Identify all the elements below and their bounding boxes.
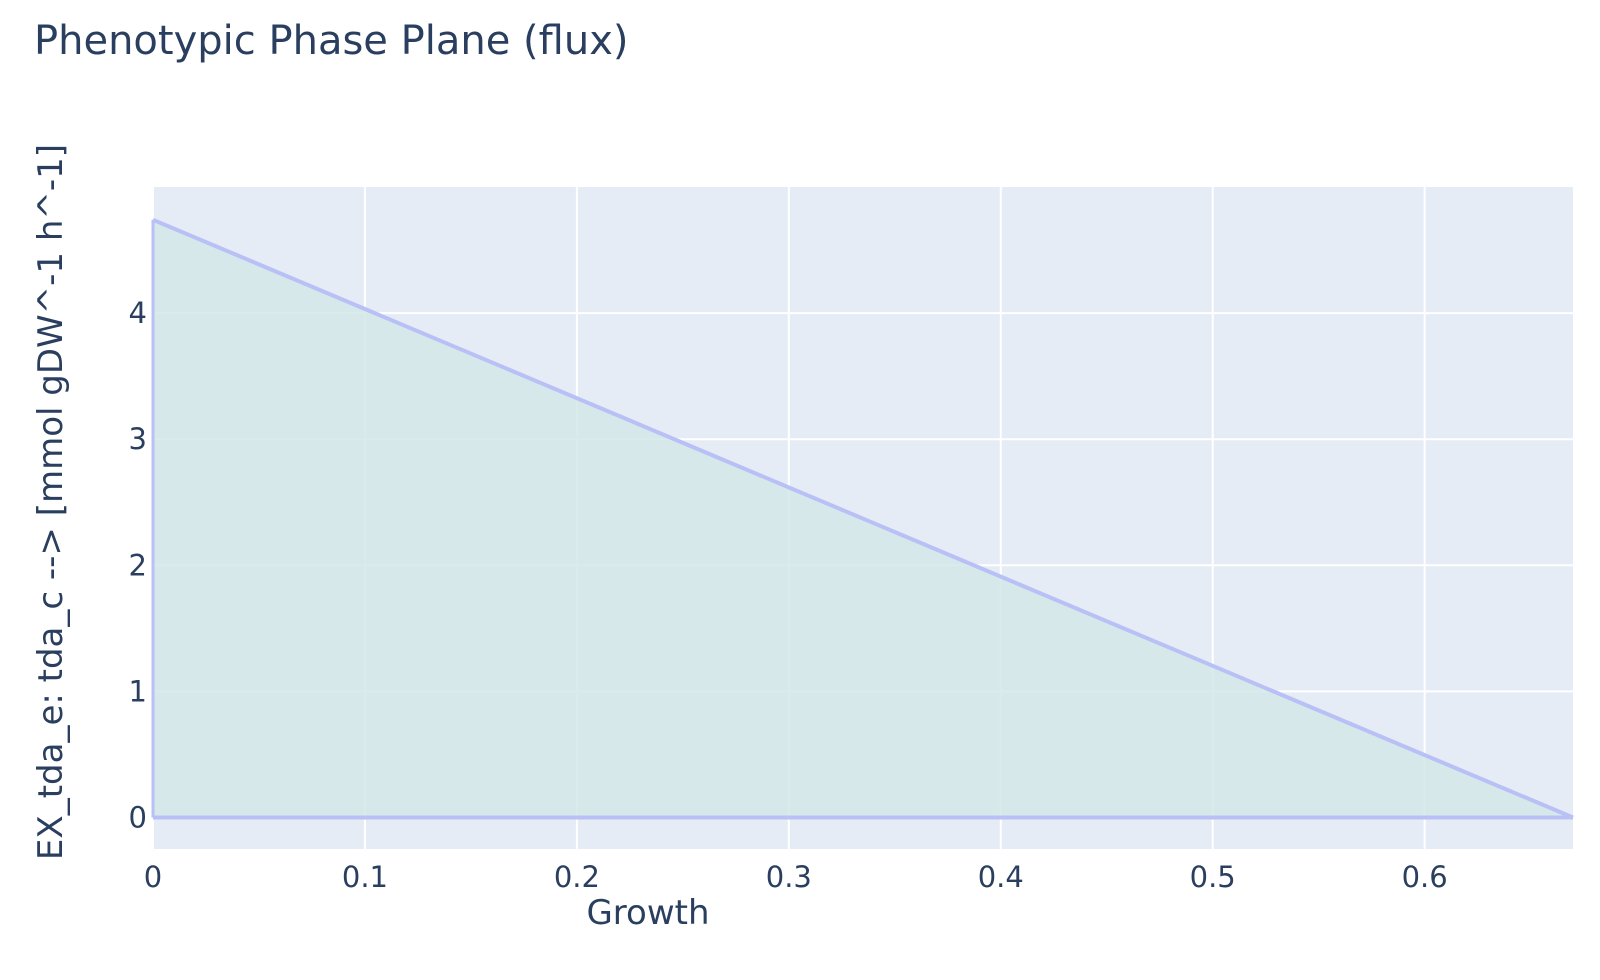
x-tick-label: 0.1	[342, 860, 388, 894]
x-tick-label: 0.4	[978, 860, 1024, 894]
upper-bound-line	[152, 217, 1574, 820]
chart-title: Phenotypic Phase Plane (flux)	[34, 18, 628, 64]
x-tick-label: 0.2	[554, 860, 600, 894]
y-tick-label: 1	[129, 674, 147, 708]
x-tick-label: 0	[144, 860, 162, 894]
x-tick-label: 0.6	[1402, 860, 1448, 894]
x-axis-ticks: 0 0.1 0.2 0.3 0.4 0.5 0.6	[144, 860, 1448, 894]
y-tick-label: 2	[129, 548, 147, 582]
y-axis-ticks: 0 1 2 3 4	[129, 296, 147, 834]
x-axis-title: Growth	[586, 893, 709, 933]
y-axis-title: EX_tda_e: tda_c --> [mmol gDW^-1 h^-1]	[31, 144, 71, 860]
x-tick-label: 0.3	[766, 860, 812, 894]
y-tick-label: 0	[129, 800, 147, 834]
y-tick-label: 4	[129, 296, 147, 330]
x-tick-label: 0.5	[1190, 860, 1236, 894]
y-tick-label: 3	[129, 422, 147, 456]
